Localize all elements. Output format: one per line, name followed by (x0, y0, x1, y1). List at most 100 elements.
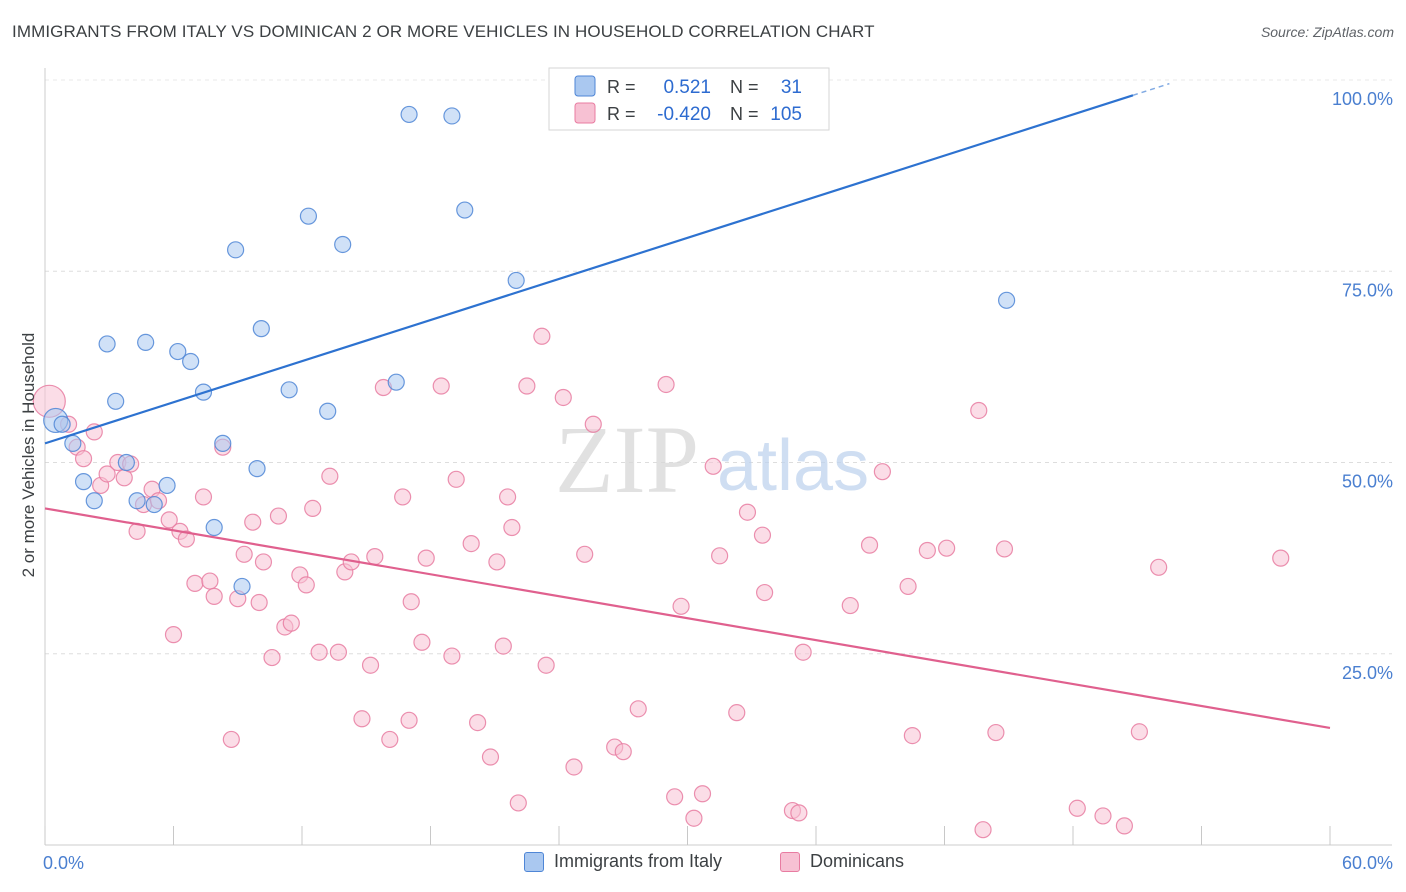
point-dominicans (554, 388, 572, 407)
point-dominicans (518, 377, 536, 395)
point-dominicans (753, 526, 772, 544)
legend-bottom-label-dominicans: Dominicans (810, 851, 905, 871)
point-dominicans (987, 723, 1005, 742)
point-dominicans (1115, 817, 1134, 835)
point-dominicans (282, 614, 300, 632)
point-dominicans (469, 713, 487, 732)
point-dominicans (629, 700, 647, 718)
point-dominicans (970, 401, 988, 420)
point-dominicans (738, 503, 757, 521)
watermark-atlas: atlas (717, 426, 869, 506)
watermark-zip: ZIP (555, 406, 699, 513)
point-dominicans (704, 457, 722, 475)
legend-top: R = 0.521 N = 31 R = -0.420 N = 105 (548, 67, 830, 131)
point-italy (443, 107, 461, 125)
x-tick-label: 0.0% (43, 853, 84, 873)
point-dominicans (584, 415, 602, 433)
point-dominicans (443, 647, 461, 665)
point-dominicans (417, 549, 435, 567)
point-dominicans (711, 547, 729, 565)
x-tick-label: 60.0% (1342, 853, 1393, 873)
point-dominicans (728, 704, 746, 722)
legend-n-label-italy: N = (730, 77, 759, 97)
point-italy (158, 476, 176, 495)
point-italy (64, 434, 82, 452)
point-dominicans (995, 540, 1014, 558)
legend-bottom-label-italy: Immigrants from Italy (554, 851, 723, 871)
point-dominicans (329, 643, 348, 661)
trend-line-italy-extension (1132, 82, 1170, 97)
point-dominicans (503, 518, 521, 537)
point-dominicans (321, 467, 339, 485)
point-dominicans (938, 539, 956, 557)
point-italy (319, 402, 337, 420)
legend-item-italy: Immigrants from Italy (524, 851, 722, 872)
point-dominicans (254, 553, 273, 571)
point-dominicans (899, 577, 917, 596)
point-dominicans (222, 730, 240, 749)
point-dominicans (576, 545, 594, 563)
point-dominicans (860, 536, 879, 554)
point-italy (214, 434, 232, 452)
point-italy (334, 235, 352, 254)
y-axis-title-group: 2 or more Vehicles in Household (19, 333, 38, 578)
y-tick-label: 50.0% (1342, 472, 1393, 492)
point-dominicans (361, 656, 380, 674)
point-dominicans (693, 785, 712, 803)
axes: 100.0% 75.0% 50.0% 25.0% 0.0% 60.0% (43, 68, 1393, 873)
trend-line-dominicans (44, 507, 1331, 730)
y-tick-label: 25.0% (1342, 663, 1393, 683)
point-dominicans (366, 547, 384, 566)
point-dominicans (194, 488, 213, 506)
point-dominicans (394, 488, 412, 506)
point-dominicans (164, 626, 183, 644)
point-dominicans (1150, 558, 1168, 576)
point-italy (227, 241, 245, 259)
point-dominicans (537, 656, 555, 674)
point-italy (128, 492, 146, 510)
point-dominicans (666, 788, 684, 806)
point-italy (280, 381, 298, 399)
point-dominicans (509, 794, 527, 812)
point-dominicans (201, 572, 219, 590)
point-dominicans (160, 511, 178, 529)
y-tick-label: 75.0% (1342, 280, 1393, 300)
point-italy (107, 392, 125, 410)
point-italy (53, 415, 71, 433)
point-italy (456, 201, 474, 219)
point-italy (85, 492, 103, 510)
point-dominicans (494, 637, 512, 655)
point-dominicans (672, 597, 690, 615)
legend-r-label-dominicans: R = (607, 104, 636, 124)
legend-n-label-dominicans: N = (730, 104, 759, 124)
point-dominicans (74, 450, 93, 468)
legend-bottom-swatch-italy (524, 851, 544, 872)
point-dominicans (400, 711, 418, 729)
point-italy (98, 335, 116, 353)
point-italy (998, 291, 1016, 309)
point-dominicans (353, 710, 371, 728)
point-dominicans (685, 809, 703, 827)
point-dominicans (304, 499, 322, 517)
legend-r-label-italy: R = (607, 77, 636, 97)
point-italy (507, 271, 525, 290)
trend-line-italy (44, 94, 1134, 445)
point-dominicans (657, 375, 675, 394)
point-dominicans (244, 513, 262, 531)
y-tick-label: 100.0% (1332, 89, 1393, 109)
legend-swatch-italy (574, 75, 596, 97)
point-dominicans (565, 758, 583, 776)
point-dominicans (1272, 549, 1290, 567)
point-dominicans (402, 593, 420, 611)
point-dominicans (462, 534, 480, 553)
point-dominicans (432, 377, 450, 395)
point-dominicans (250, 593, 268, 612)
point-dominicans (499, 488, 517, 506)
point-dominicans (447, 470, 465, 488)
point-dominicans (413, 633, 431, 651)
trend-lines (44, 82, 1331, 730)
point-dominicans (481, 748, 500, 766)
point-dominicans (1094, 807, 1112, 825)
point-dominicans (614, 743, 632, 761)
